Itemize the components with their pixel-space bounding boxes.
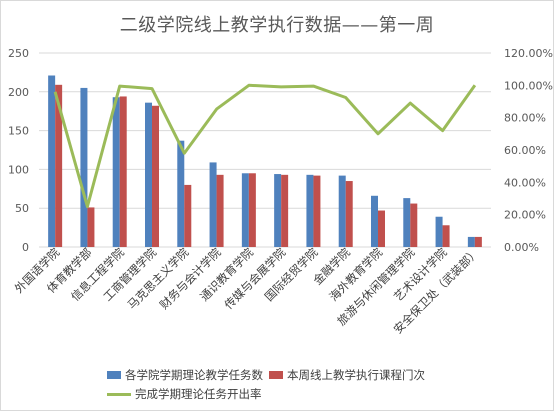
y-tick-left: 200	[8, 86, 29, 99]
legend-swatch-executed	[269, 371, 283, 379]
bar-tasks	[371, 195, 378, 247]
bar-executed	[152, 105, 159, 247]
legend-label-executed: 本周线上教学执行课程门次	[287, 368, 425, 382]
y-tick-left: 250	[8, 47, 29, 60]
bar-executed	[184, 184, 192, 247]
bar-tasks	[177, 140, 185, 247]
bar-tasks	[338, 175, 346, 247]
bar-tasks	[80, 87, 88, 247]
y-tick-right: 20.00%	[504, 209, 546, 222]
legend-label-rate: 完成学期理论任务开出率	[135, 387, 262, 401]
bar-executed	[281, 174, 289, 247]
bar-tasks	[274, 174, 282, 247]
bar-tasks	[145, 102, 152, 247]
bar-executed	[87, 207, 95, 247]
bar-tasks	[403, 198, 411, 247]
bar-tasks	[467, 236, 475, 247]
bar-tasks	[48, 75, 56, 247]
line-completion-rate	[53, 83, 477, 209]
bar-executed	[345, 181, 353, 247]
y-tick-left: 0	[22, 241, 29, 254]
bar-tasks	[306, 174, 314, 247]
bar-executed	[378, 210, 385, 247]
y-tick-right: 80.00%	[504, 112, 546, 125]
y-tick-right: 60.00%	[504, 144, 546, 157]
bar-executed	[55, 84, 63, 247]
bar-executed	[119, 96, 127, 248]
chart-title: 二级学院线上教学执行数据——第一周	[119, 15, 435, 36]
y-tick-right: 120.00%	[504, 47, 553, 60]
bar-executed	[410, 203, 418, 247]
bar-tasks	[209, 162, 217, 247]
legend-swatch-tasks	[107, 371, 121, 379]
bar-executed	[248, 173, 256, 247]
bar-tasks	[112, 97, 120, 248]
legend-label-tasks: 各学院学期理论教学任务数	[125, 368, 263, 382]
legend-item-executed: 本周线上教学执行课程门次	[269, 367, 425, 383]
bar-executed	[313, 175, 321, 247]
legend-item-rate: 完成学期理论任务开出率	[107, 386, 262, 402]
legend-swatch-rate	[107, 392, 131, 396]
y-tick-left: 150	[8, 125, 29, 138]
bar-tasks	[241, 173, 249, 247]
y-tick-right: 40.00%	[504, 176, 546, 189]
y-tick-right: 100.00%	[504, 79, 553, 92]
bar-tasks	[435, 216, 443, 247]
y-tick-right: 0.00%	[504, 241, 539, 254]
legend-item-tasks: 各学院学期理论教学任务数	[107, 367, 263, 383]
bar-executed	[216, 174, 224, 247]
y-tick-left: 100	[8, 163, 29, 176]
y-tick-left: 50	[15, 202, 29, 215]
bar-executed	[442, 225, 450, 247]
bar-executed	[474, 236, 482, 247]
